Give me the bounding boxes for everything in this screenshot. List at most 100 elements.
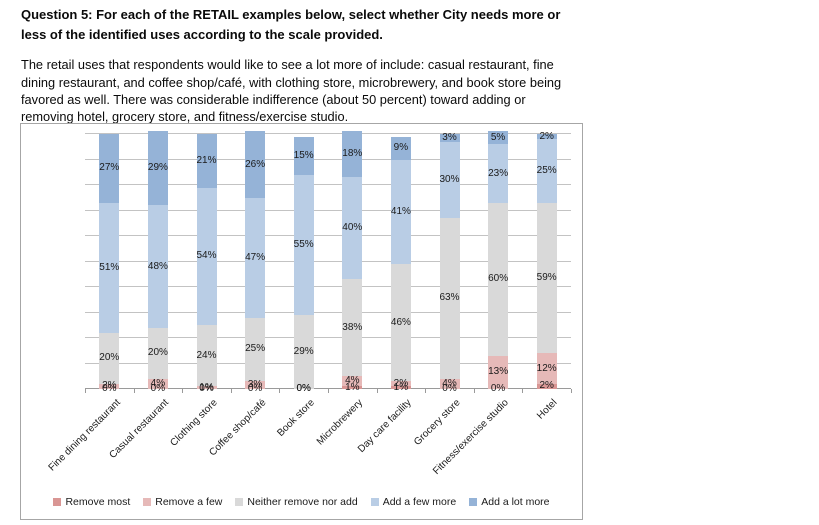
bar-value-label: 41%: [390, 205, 411, 217]
bar-segment: [536, 383, 557, 389]
bar-segment: [536, 139, 557, 203]
bar-value-label: 54%: [196, 250, 217, 262]
bar-segment: [342, 279, 363, 377]
legend-swatch-icon: [235, 498, 244, 506]
bar-segment: [536, 134, 557, 140]
bar-value-label: 55%: [293, 238, 314, 250]
bar-value-label: 24%: [196, 349, 217, 361]
bar-value-label: 20%: [147, 347, 168, 359]
gridline: [85, 133, 571, 134]
bar-value-label: 5%: [490, 131, 506, 143]
bar-segment: [147, 205, 168, 328]
x-axis-label: Fine dining restaurant: [46, 397, 123, 474]
legend-item: Remove most: [53, 496, 130, 508]
stacked-bar-chart: 0% 2% 20% 51% 27% 0% 4% 20% 48% 29% 0% 1% 24% 54% 21% 0…: [20, 123, 583, 520]
gridline: [85, 337, 571, 338]
bar-value-label: 59%: [536, 272, 557, 284]
x-axis-label: Book store: [275, 397, 317, 439]
x-axis-line: [85, 388, 571, 389]
x-axis-label: Day care facility: [356, 397, 414, 455]
bar-value-label: 1%: [393, 381, 409, 393]
axis-tick: [182, 389, 184, 393]
bar-value-label: 0%: [247, 383, 263, 394]
bar-value-label: 0%: [442, 383, 457, 394]
bar-value-label: 29%: [147, 162, 168, 174]
gridline: [85, 235, 571, 236]
bar-segment: [439, 378, 460, 389]
gridline: [85, 158, 571, 160]
axis-tick: [230, 389, 232, 393]
bar-value-label: 51%: [99, 261, 120, 273]
bar-value-label: 48%: [147, 260, 168, 272]
bar-value-label: 23%: [488, 167, 509, 179]
bar-segment: [390, 381, 411, 387]
bar-value-label: 9%: [393, 142, 409, 154]
bar-value-label: 15%: [293, 149, 314, 161]
axis-tick: [85, 389, 86, 393]
bar-segment: [536, 202, 557, 354]
bar-segment: [99, 134, 120, 203]
legend-label: Remove most: [65, 496, 131, 508]
bar-value-label: 0%: [150, 383, 166, 394]
bar-segment: [99, 202, 120, 333]
chart-legend: Remove most Remove a few Neither remove no…: [21, 496, 582, 508]
legend-swatch-icon: [143, 498, 152, 506]
bar-value-label: 38%: [342, 321, 363, 333]
bar-value-label: 4%: [442, 377, 457, 389]
bar-value-label: 0%: [199, 383, 214, 394]
bar-value-label: 0%: [296, 383, 311, 394]
bar-segment: [293, 136, 314, 175]
bar-segment: [293, 174, 314, 316]
bar-value-label: 4%: [150, 377, 166, 389]
bar-segment: [293, 315, 314, 389]
legend-label: Remove a few: [155, 496, 223, 508]
legend-item: Add a few more: [370, 496, 456, 508]
bar-segment: [196, 386, 217, 389]
x-axis-label: Hotel: [535, 397, 560, 422]
legend-swatch-icon: [469, 498, 478, 506]
axis-tick: [376, 389, 378, 393]
x-axis-label: Microbrewery: [315, 397, 366, 448]
bar-value-label: 2%: [102, 380, 117, 392]
bar-segment: [99, 332, 120, 384]
legend-swatch-icon: [370, 498, 379, 506]
axis-tick: [571, 389, 572, 393]
bar-segment: [488, 355, 509, 389]
question-paragraph: The retail uses that respondents would l…: [21, 57, 562, 125]
bar-segment: [439, 218, 460, 379]
bar-value-label: 13%: [488, 366, 509, 378]
bar-value-label: 27%: [99, 162, 120, 174]
bar-segment: [342, 376, 363, 387]
bar-segment: [390, 264, 411, 382]
chart-plot-area: 0% 2% 20% 51% 27% 0% 4% 20% 48% 29% 0% 1% 24% 54% 21% 0…: [46, 131, 572, 477]
bar-segment: [147, 327, 168, 379]
bar-segment: [439, 141, 460, 219]
legend-item: Remove a few: [143, 496, 222, 508]
bar-value-label: 47%: [245, 251, 266, 263]
bar-segment: [245, 317, 266, 382]
bar-value-label: 26%: [245, 158, 266, 170]
bar-value-label: 29%: [293, 346, 314, 358]
axis-tick: [522, 389, 524, 393]
bar-segment: [147, 131, 168, 206]
legend-item: Neither remove nor add: [235, 496, 358, 508]
legend-label: Add a lot more: [481, 496, 550, 508]
question-title: Question 5: For each of the RETAIL examp…: [21, 7, 561, 43]
bar-value-label: 2%: [539, 380, 554, 392]
bar-segment: [245, 381, 266, 389]
bar-value-label: 18%: [342, 148, 363, 160]
bar-segment: [342, 177, 363, 280]
axis-tick: [473, 389, 475, 393]
axis-tick: [425, 389, 427, 393]
bar-value-label: 1%: [345, 381, 360, 393]
bar-value-label: 0%: [296, 383, 311, 394]
bar-value-label: 4%: [345, 375, 360, 387]
bar-value-label: 30%: [439, 173, 460, 185]
bar-segment: [488, 131, 509, 145]
bar-segment: [245, 197, 266, 318]
bar-value-label: 40%: [342, 222, 363, 234]
bar-value-label: 21%: [196, 154, 217, 166]
bar-segment: [439, 134, 460, 142]
bar-value-label: 25%: [536, 164, 557, 176]
